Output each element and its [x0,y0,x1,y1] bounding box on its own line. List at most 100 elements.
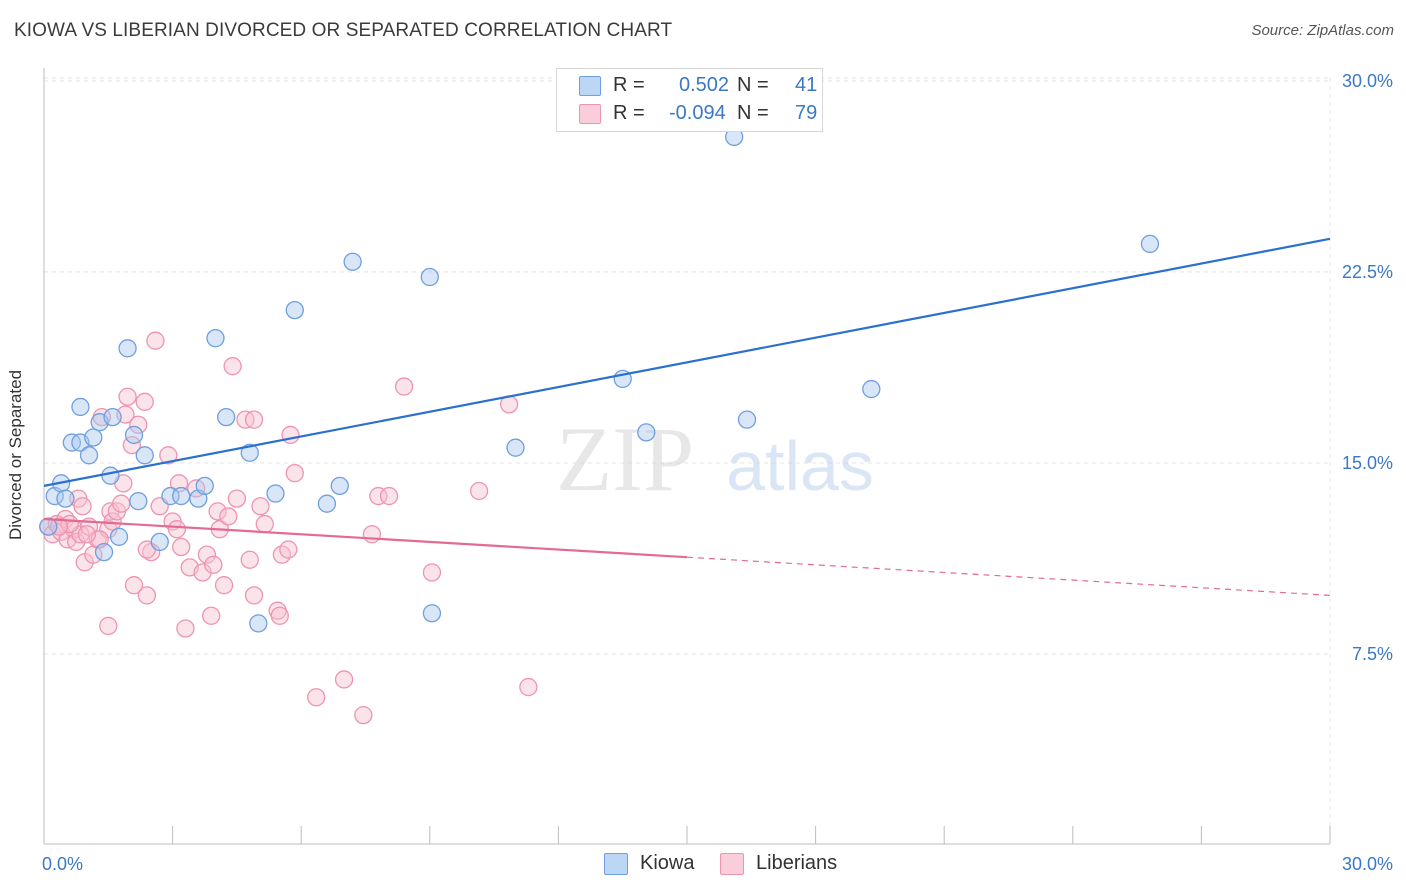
kiowa-r-value: 0.502 [679,74,730,96]
liberians-point [167,520,187,539]
kiowa-point [124,425,144,445]
liberians-r-value: -0.094 [669,102,726,124]
liberians-point [307,688,326,707]
source-label: Source: ZipAtlas.com [1251,22,1394,39]
kiowa-point [172,486,191,506]
kiowa-point [506,438,525,457]
chart-title: KIOWA VS LIBERIAN DIVORCED OR SEPARATED … [14,20,673,41]
liberians-point [362,525,382,544]
bottom-kiowa-label: Kiowa [640,852,695,874]
liberians-point [379,486,399,506]
watermark: ZIP atlas [556,408,874,510]
kiowa-point [249,614,268,633]
liberians-point [240,550,259,569]
axes [43,68,1331,845]
bottom-kiowa-swatch [604,853,628,875]
liberians-point [394,377,414,396]
liberians-point [214,576,234,595]
liberians-point [422,563,442,582]
kiowa-n-label: N = [737,74,769,96]
kiowa-point [84,428,103,447]
kiowa-point [39,517,58,536]
liberians-n-label: N = [737,102,769,124]
liberians-point [334,670,354,689]
liberians-point [124,576,144,595]
kiowa-point [862,379,881,399]
kiowa-point [118,339,137,358]
liberians-point [49,517,69,536]
kiowa-point [266,484,285,503]
kiowa-point [195,476,214,496]
stats-legend: R = 0.502 N = 41 R = -0.094 N = 79 [556,68,823,132]
bottom-liberians-label: Liberians [756,852,838,874]
trend-lines [43,237,1331,596]
kiowa-point [101,466,120,485]
kiowa-point [103,407,122,427]
liberians-point [219,507,238,526]
kiowa-point [135,446,154,465]
kiowa-point [150,532,169,552]
liberians-point [285,463,304,483]
kiowa-point [129,492,148,511]
liberians-point [99,616,118,636]
kiowa-r-label: R = [613,74,645,96]
liberians-point [129,415,148,434]
kiowa-point [79,446,99,465]
liberians-point [227,489,247,508]
kiowa-point [94,542,114,562]
kiowa-trend-line [43,237,1331,487]
kiowa-point [56,489,75,508]
liberians-point [73,497,92,516]
liberians-point [255,514,274,534]
kiowa-point [71,397,90,417]
y-tick-label: 22.5% [1342,262,1393,282]
liberians-point [202,606,221,625]
y-tick-label: 7.5% [1352,644,1393,664]
liberians-point [204,555,223,574]
liberians-point [244,586,264,605]
kiowa-point [206,328,225,348]
liberians-point [369,486,388,506]
liberians-point [137,586,157,605]
watermark-atlas: atlas [726,427,874,505]
bottom-liberians-swatch [720,853,744,875]
liberians-point [118,387,137,406]
kiowa-point [285,300,304,320]
liberians-point [146,331,165,350]
tick-labels: 7.5% 15.0% 22.5% 30.0% 0.0% 30.0% [42,71,1393,874]
watermark-zip: ZIP [556,408,694,510]
liberians-point [135,392,154,411]
liberians-point [244,410,264,429]
liberians-n-value: 79 [795,102,818,124]
y-tick-label: 30.0% [1342,71,1393,91]
kiowa-point [343,252,362,271]
kiowa-point [737,410,757,429]
kiowa-point [240,443,259,462]
y-tick-label: 15.0% [1342,453,1393,473]
liberians-trend-extension [686,556,1331,596]
x-tick-label: 30.0% [1342,854,1393,874]
liberians-points [39,331,538,725]
liberians-point [270,606,289,625]
kiowa-point [217,407,236,427]
liberians-point [172,537,191,557]
y-axis-label: Divorced or Separated [6,369,25,541]
kiowa-point [420,267,439,287]
liberians-point [354,705,373,725]
x-tick-label: 0.0% [42,854,83,874]
liberians-r-label: R = [613,102,645,124]
liberians-point [176,619,195,638]
liberians-point [159,446,178,465]
kiowa-swatch [579,76,601,96]
liberians-point [197,545,217,564]
kiowa-point [161,486,180,506]
kiowa-point [330,476,349,496]
liberians-point [519,677,538,697]
liberians-swatch [579,104,601,124]
kiowa-point [1140,234,1160,254]
kiowa-n-value: 41 [795,74,818,96]
liberians-point [112,494,131,513]
kiowa-point [422,604,442,623]
liberians-point [281,425,300,445]
